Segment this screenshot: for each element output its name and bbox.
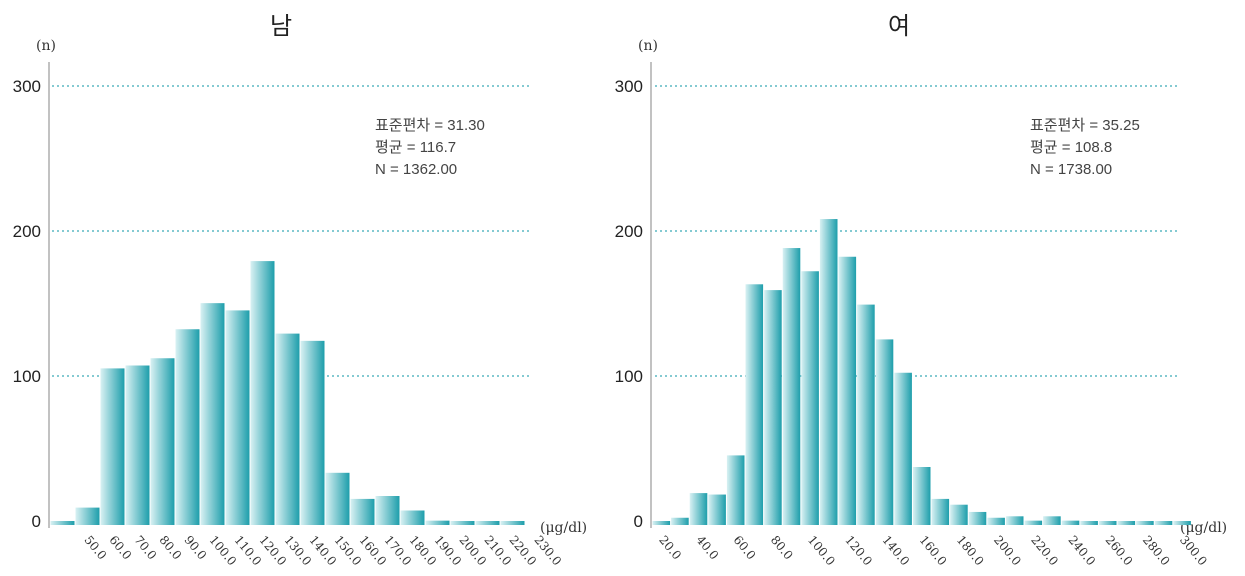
bar bbox=[1024, 520, 1043, 525]
bar bbox=[652, 521, 671, 525]
histogram-female: 여 (n) (μg/dl) 표준편차 = 35.25 평균 = 108.8 N … bbox=[615, 0, 1244, 576]
bar bbox=[500, 521, 525, 525]
x-tick-label: 200.0 bbox=[991, 533, 1024, 568]
y-tick-label: 300 bbox=[13, 77, 41, 96]
bar bbox=[912, 467, 931, 525]
y-tick-label: 200 bbox=[615, 222, 643, 241]
x-tick-label: 230.0 bbox=[531, 533, 564, 568]
x-tick-label: 220.0 bbox=[1028, 533, 1061, 568]
x-tick-label: 120.0 bbox=[842, 533, 875, 568]
bar bbox=[708, 494, 726, 525]
stat-mean: 평균 = 108.8 bbox=[1030, 139, 1112, 156]
histogram-female-svg: 여 (n) (μg/dl) 표준편차 = 35.25 평균 = 108.8 N … bbox=[615, 12, 1228, 568]
x-tick-label: 160.0 bbox=[917, 533, 950, 568]
bar bbox=[1005, 516, 1024, 525]
x-tick-label: 90.0 bbox=[181, 533, 209, 562]
plot-area: 010020030050.060.070.080.090.0100.0110.0… bbox=[13, 62, 564, 568]
bar bbox=[671, 517, 689, 525]
x-tick-label: 300.0 bbox=[1177, 533, 1210, 568]
x-tick-label: 240.0 bbox=[1065, 533, 1098, 568]
x-tick-label: 40.0 bbox=[693, 533, 721, 562]
bar bbox=[764, 290, 782, 525]
stat-sd: 표준편차 = 31.30 bbox=[375, 117, 485, 134]
x-tick-label: 100.0 bbox=[805, 533, 838, 568]
y-tick-label: 300 bbox=[615, 77, 643, 96]
bar bbox=[75, 507, 100, 525]
bar bbox=[300, 340, 325, 525]
x-tick-label: 260.0 bbox=[1103, 533, 1136, 568]
x-tick-label: 140.0 bbox=[879, 533, 912, 568]
bar bbox=[1136, 521, 1154, 525]
x-tick-label: 280.0 bbox=[1140, 533, 1173, 568]
y-tick-label: 200 bbox=[13, 222, 41, 241]
stat-mean: 평균 = 116.7 bbox=[375, 139, 456, 156]
stat-n: N = 1738.00 bbox=[1030, 161, 1112, 178]
bar bbox=[50, 521, 75, 525]
bar bbox=[1154, 521, 1173, 525]
y-axis-unit: (n) bbox=[36, 38, 56, 54]
bar bbox=[931, 498, 950, 525]
bar bbox=[100, 368, 125, 525]
bar bbox=[689, 493, 708, 525]
bar bbox=[175, 329, 200, 525]
bar bbox=[275, 333, 300, 525]
plot-area: 0 100 200 300 20.0 40.0 60.0 80.0 100.0 120.0 140.… bbox=[615, 62, 1210, 568]
bar bbox=[225, 310, 250, 525]
x-axis-unit: (μg/dl) bbox=[540, 520, 587, 536]
bar bbox=[726, 455, 745, 525]
y-tick-label: 0 bbox=[32, 512, 41, 531]
bar bbox=[857, 304, 875, 525]
bar bbox=[1173, 521, 1191, 525]
x-tick-label: 80.0 bbox=[768, 533, 796, 562]
bar bbox=[475, 521, 500, 525]
chart-title: 여 bbox=[888, 12, 910, 40]
bar bbox=[968, 511, 987, 525]
bar bbox=[425, 520, 450, 525]
bar bbox=[801, 271, 819, 525]
x-tick-label: 20.0 bbox=[656, 533, 684, 562]
x-tick-label: 60.0 bbox=[106, 533, 134, 562]
bar bbox=[375, 496, 400, 525]
bar bbox=[1061, 520, 1080, 525]
bar bbox=[450, 521, 475, 525]
histogram-male-svg: 남 (n) (μg/dl) 표준편차 = 31.30 평균 = 116.7 N … bbox=[13, 12, 588, 568]
bar bbox=[125, 365, 150, 525]
bar bbox=[950, 504, 968, 525]
y-axis-unit: (n) bbox=[638, 38, 658, 54]
bar bbox=[1117, 521, 1136, 525]
bar bbox=[782, 248, 801, 526]
bar bbox=[875, 339, 894, 525]
bar bbox=[894, 372, 912, 525]
bar bbox=[987, 517, 1005, 525]
chart-title: 남 bbox=[270, 12, 292, 40]
histogram-male: 남 (n) (μg/dl) 표준편차 = 31.30 평균 = 116.7 N … bbox=[0, 0, 622, 576]
y-tick-label: 100 bbox=[615, 367, 643, 386]
stat-sd: 표준편차 = 35.25 bbox=[1030, 117, 1140, 134]
x-tick-label: 70.0 bbox=[131, 533, 159, 562]
x-tick-label: 180.0 bbox=[954, 533, 987, 568]
bar bbox=[150, 358, 175, 525]
bar bbox=[838, 256, 857, 525]
bar bbox=[819, 219, 838, 526]
bar bbox=[200, 303, 225, 525]
bar bbox=[1043, 516, 1061, 525]
bar bbox=[350, 498, 375, 525]
bar bbox=[1080, 521, 1098, 525]
bar bbox=[325, 472, 350, 525]
bar bbox=[400, 510, 425, 525]
stat-n: N = 1362.00 bbox=[375, 161, 457, 178]
bar bbox=[1098, 521, 1117, 525]
x-tick-label: 60.0 bbox=[731, 533, 759, 562]
x-axis-unit: (μg/dl) bbox=[1180, 520, 1227, 536]
bar bbox=[250, 261, 275, 525]
x-tick-label: 80.0 bbox=[156, 533, 184, 562]
bar bbox=[745, 284, 764, 525]
y-tick-label: 100 bbox=[13, 367, 41, 386]
y-tick-label: 0 bbox=[634, 512, 643, 531]
x-tick-label: 50.0 bbox=[81, 533, 109, 562]
